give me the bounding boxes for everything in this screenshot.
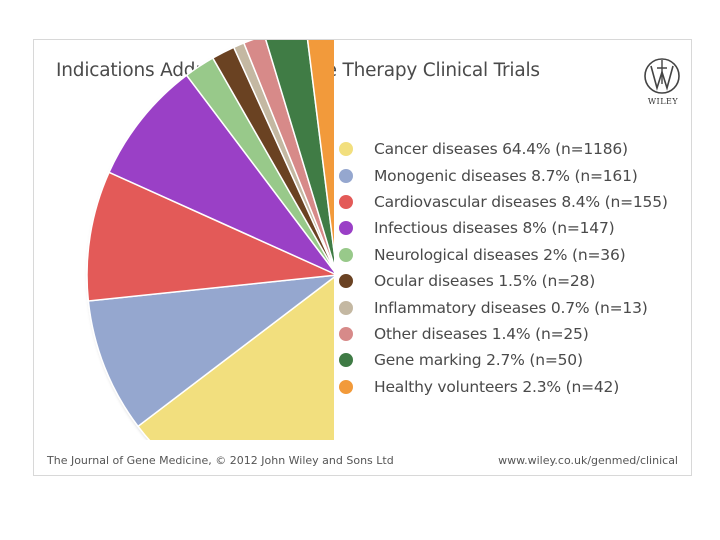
legend-swatch — [339, 142, 353, 157]
pie-slice-2 — [86, 171, 334, 302]
legend-label: Neurological diseases 2% (n=36) — [374, 245, 626, 264]
footer-source: The Journal of Gene Medicine, © 2012 Joh… — [47, 454, 394, 467]
legend-item: Ocular diseases 1.5% (n=28) — [339, 268, 668, 294]
legend-label: Healthy volunteers 2.3% (n=42) — [374, 377, 620, 396]
legend-swatch — [339, 326, 353, 341]
pie-slice-7 — [242, 40, 334, 270]
legend-swatch — [339, 194, 353, 209]
legend-label: Monogenic diseases 8.7% (n=161) — [374, 166, 638, 185]
legend-label: Infectious diseases 8% (n=147) — [374, 219, 615, 238]
chart-card: Indications Addressed by Gene Therapy Cl… — [33, 39, 692, 476]
legend-item: Gene marking 2.7% (n=50) — [339, 347, 668, 373]
legend-label: Gene marking 2.7% (n=50) — [374, 351, 583, 370]
legend-swatch — [339, 221, 353, 236]
pie-slice-3 — [108, 74, 334, 275]
pie-slice-8 — [265, 40, 334, 268]
legend-item: Cardiovascular diseases 8.4% (n=155) — [339, 189, 668, 215]
legend-swatch — [339, 274, 353, 289]
pie-slice-9 — [306, 40, 334, 258]
legend-item: Other diseases 1.4% (n=25) — [339, 321, 668, 347]
footer-url[interactable]: www.wiley.co.uk/genmed/clinical — [498, 454, 678, 467]
legend-swatch — [339, 300, 353, 315]
legend-label: Other diseases 1.4% (n=25) — [374, 324, 589, 343]
legend-item: Neurological diseases 2% (n=36) — [339, 242, 668, 268]
wiley-logo-icon — [644, 58, 680, 94]
legend-swatch — [339, 168, 353, 183]
legend-label: Inflammatory diseases 0.7% (n=13) — [374, 298, 648, 317]
legend-swatch — [339, 353, 353, 368]
legend-label: Cardiovascular diseases 8.4% (n=155) — [374, 192, 668, 211]
pie-slice-0 — [136, 276, 334, 440]
legend-item: Inflammatory diseases 0.7% (n=13) — [339, 294, 668, 320]
pie-slice-1 — [87, 274, 334, 428]
legend-item: Monogenic diseases 8.7% (n=161) — [339, 162, 668, 188]
legend-label: Ocular diseases 1.5% (n=28) — [374, 272, 596, 291]
legend-swatch — [339, 247, 353, 262]
pie-chart — [86, 40, 334, 440]
legend-label: Cancer diseases 64.4% (n=1186) — [374, 140, 628, 159]
legend-item: Healthy volunteers 2.3% (n=42) — [339, 374, 668, 400]
legend-swatch — [339, 379, 353, 394]
legend-item: Infectious diseases 8% (n=147) — [339, 215, 668, 241]
legend-item: Cancer diseases 64.4% (n=1186) — [339, 136, 668, 162]
publisher-logo-text: WILEY — [647, 97, 679, 106]
legend: Cancer diseases 64.4% (n=1186) Monogenic … — [339, 136, 668, 400]
